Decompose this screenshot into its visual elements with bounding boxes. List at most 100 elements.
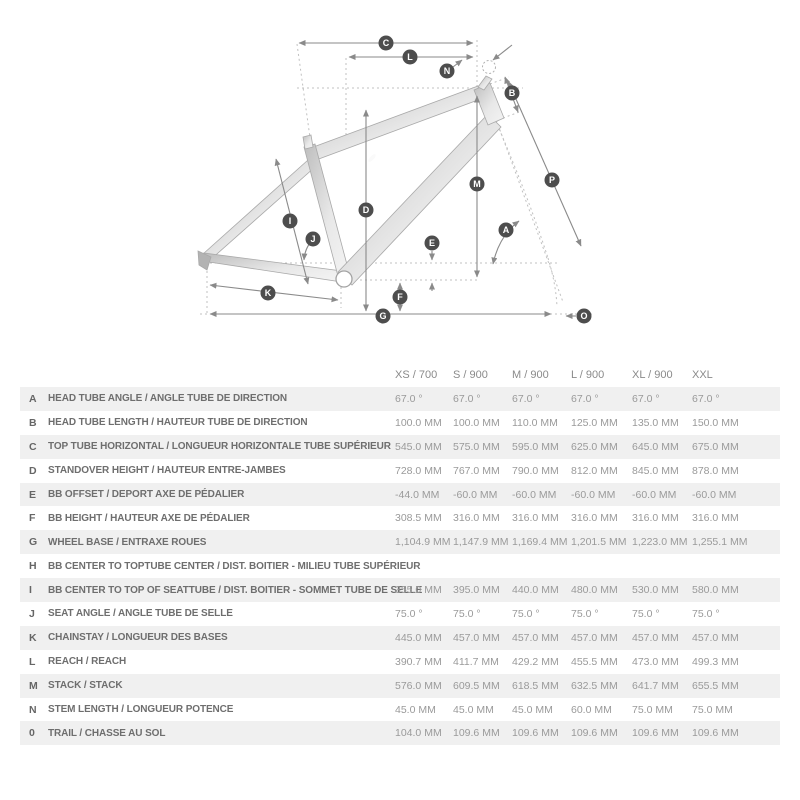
row-letter: E [29, 488, 37, 501]
svg-text:K: K [265, 288, 272, 298]
row-value: 135.0 MM [632, 416, 679, 429]
head-tube [473, 82, 505, 126]
dim-label-b: B [504, 85, 520, 101]
row-value: 390.7 MM [395, 655, 442, 668]
row-value: 767.0 MM [453, 464, 500, 477]
row-value: 75.0 ° [453, 607, 481, 620]
row-value: 109.6 MM [571, 727, 618, 740]
row-value: 429.2 MM [512, 655, 559, 668]
dim-label-a: A [498, 222, 514, 238]
row-letter: 0 [29, 727, 35, 740]
row-letter: G [29, 536, 38, 549]
row-letter: K [29, 631, 37, 644]
svg-text:N: N [444, 66, 451, 76]
row-letter: C [29, 440, 37, 453]
row-value: 576.0 MM [395, 679, 442, 692]
row-value: 75.0 ° [632, 607, 660, 620]
stem [477, 75, 493, 91]
svg-text:M: M [473, 179, 481, 189]
row-value: 67.0 ° [632, 392, 660, 405]
row-value: 316.0 MM [692, 512, 739, 525]
dim-label-m: M [469, 176, 485, 192]
row-value: 150.0 MM [692, 416, 739, 429]
row-value: -60.0 MM [632, 488, 677, 501]
row-label: HEAD TUBE LENGTH / HAUTEUR TUBE DE DIREC… [48, 417, 308, 429]
row-letter: A [29, 392, 37, 405]
table-row: J SEAT ANGLE / ANGLE TUBE DE SELLE 75.0 ° 7… [20, 602, 780, 626]
downtube-highlight [368, 154, 376, 162]
row-label: TOP TUBE HORIZONTAL / LONGUEUR HORIZONTA… [48, 441, 391, 453]
row-value: 109.6 MM [692, 727, 739, 740]
table-row: D STANDOVER HEIGHT / HAUTEUR ENTRE-JAMBES… [20, 458, 780, 483]
row-value: 395.0 MM [453, 584, 500, 597]
row-value: 1,255.1 MM [692, 536, 748, 549]
row-label: CHAINSTAY / LONGUEUR DES BASES [48, 632, 228, 644]
row-value: 60.0 MM [571, 703, 612, 716]
row-value: 480.0 MM [571, 584, 618, 597]
row-value: 632.5 MM [571, 679, 618, 692]
dim-label-l: L [402, 49, 418, 65]
size-header-s: S / 900 [453, 368, 488, 381]
dim-a-arc [491, 220, 520, 265]
row-value: 457.0 MM [512, 631, 559, 644]
row-label: REACH / REACH [48, 656, 127, 668]
table-row: A HEAD TUBE ANGLE / ANGLE TUBE DE DIRECTI… [20, 387, 780, 411]
svg-text:F: F [397, 292, 403, 302]
row-value: -60.0 MM [512, 488, 557, 501]
row-value: 67.0 ° [571, 392, 599, 405]
frame-illustration [197, 60, 505, 288]
row-label: BB OFFSET / DEPORT AXE DE PÉDALIER [48, 489, 245, 500]
row-value: 545.0 MM [395, 440, 442, 453]
row-label: WHEEL BASE / ENTRAXE ROUES [48, 536, 207, 548]
table-row: B HEAD TUBE LENGTH / HAUTEUR TUBE DE DIRE… [20, 410, 780, 435]
row-value: 878.0 MM [692, 464, 739, 477]
geometry-diagram: C L N B P M D I J A E F K G O [0, 0, 800, 360]
row-value: 845.0 MM [632, 464, 679, 477]
row-value: 67.0 ° [395, 392, 423, 405]
handlebar-clamp-circle [482, 60, 496, 74]
table-row: M STACK / STACK 576.0 MM 609.5 MM 618.5 MM 63… [20, 673, 780, 698]
table-row: G WHEEL BASE / ENTRAXE ROUES 1,104.9 MM 1,1… [20, 530, 780, 555]
dim-label-i: I [282, 213, 298, 229]
row-letter: L [29, 655, 36, 668]
table-row: E BB OFFSET / DEPORT AXE DE PÉDALIER -44.0… [20, 482, 780, 507]
table-row: F BB HEIGHT / HAUTEUR AXE DE PÉDALIER 308.… [20, 506, 780, 531]
row-value: 655.5 MM [692, 679, 739, 692]
svg-text:I: I [289, 216, 292, 226]
seat-tube [303, 143, 351, 281]
svg-text:G: G [379, 311, 386, 321]
table-row: L REACH / REACH 390.7 MM 411.7 MM 429.2 MM 45… [20, 649, 780, 674]
down-tube [337, 113, 502, 286]
row-value: 790.0 MM [512, 464, 559, 477]
row-value: 580.0 MM [692, 584, 739, 597]
table-row: N STEM LENGTH / LONGUEUR POTENCE 45.0 MM 45… [20, 697, 780, 722]
row-value: 316.0 MM [632, 512, 679, 525]
row-value: 530.0 MM [632, 584, 679, 597]
dim-n-arrow [452, 59, 463, 68]
row-value: 595.0 MM [512, 440, 559, 453]
row-label: STANDOVER HEIGHT / HAUTEUR ENTRE-JAMBES [48, 465, 286, 477]
row-value: 104.0 MM [395, 727, 442, 740]
row-value: 675.0 MM [692, 440, 739, 453]
row-value: 67.0 ° [692, 392, 720, 405]
row-value: 67.0 ° [453, 392, 481, 405]
size-header-xs: XS / 700 [395, 368, 438, 381]
row-value: 575.0 MM [453, 440, 500, 453]
chain-stays [203, 252, 343, 283]
row-value: 75.0 ° [395, 607, 423, 620]
dimension-lines [209, 40, 582, 319]
rear-dropout [197, 250, 212, 271]
row-value: 618.5 MM [512, 679, 559, 692]
dim-label-e: E [424, 235, 440, 251]
row-value: 109.6 MM [453, 727, 500, 740]
svg-text:D: D [363, 205, 370, 215]
row-label: TRAIL / CHASSE AU SOL [48, 727, 166, 739]
row-value: 67.0 ° [512, 392, 540, 405]
row-letter: F [29, 512, 36, 525]
dim-label-f: F [392, 289, 408, 305]
row-value: 125.0 MM [571, 416, 618, 429]
row-value: -60.0 MM [571, 488, 616, 501]
svg-text:L: L [407, 52, 413, 62]
row-value: 45.0 MM [512, 703, 553, 716]
row-value: 445.0 MM [395, 631, 442, 644]
